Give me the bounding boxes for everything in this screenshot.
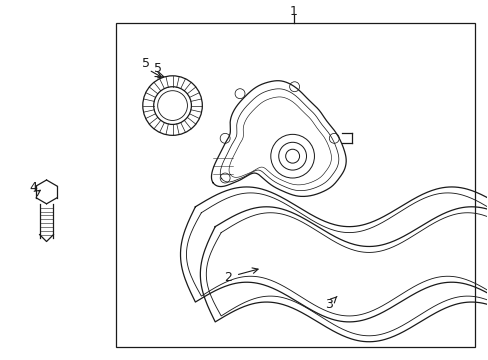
Text: 5: 5 [153,62,162,75]
Text: 5: 5 [142,57,149,71]
Text: 4: 4 [30,181,38,194]
Bar [116,23,474,347]
Text: 1: 1 [289,5,297,18]
Text: 2: 2 [224,271,232,284]
Text: 3: 3 [325,297,333,311]
